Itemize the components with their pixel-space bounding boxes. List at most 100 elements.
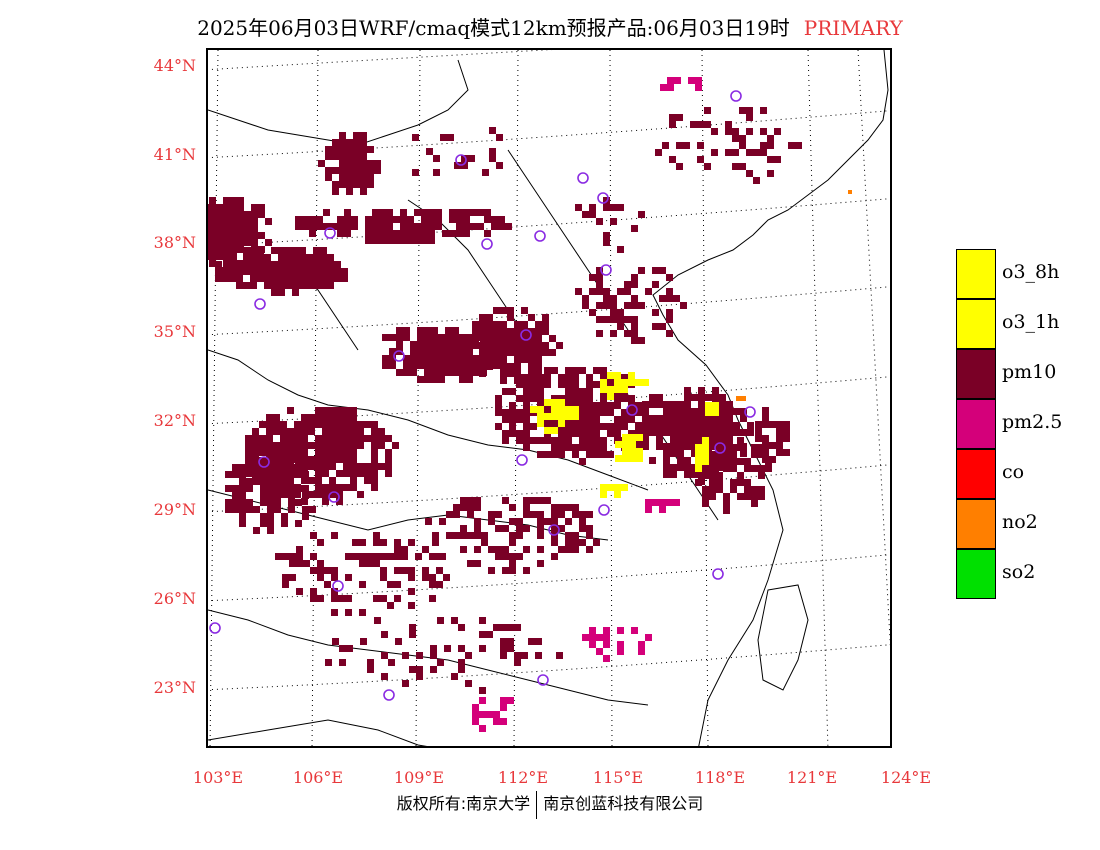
pollution-cell	[315, 435, 322, 442]
pollution-cell	[430, 645, 437, 652]
pollution-cell	[493, 342, 500, 349]
pollution-cell	[622, 448, 629, 455]
legend-label: pm10	[1002, 361, 1057, 383]
pollution-cell	[402, 652, 409, 659]
pollution-cell	[762, 449, 769, 456]
pollution-cell	[677, 408, 684, 415]
pollution-cell	[579, 518, 586, 525]
pollution-cell	[287, 442, 294, 449]
pollution-cell	[230, 197, 237, 204]
pollution-cell	[737, 472, 744, 479]
pollution-cell	[523, 567, 530, 574]
pollution-cell	[460, 532, 467, 539]
pollution-cell	[332, 181, 339, 188]
pollution-cell	[313, 275, 320, 282]
pollution-cell	[500, 704, 507, 711]
pollution-cell	[730, 444, 737, 451]
pollution-cell	[523, 511, 530, 518]
pollution-cell	[603, 288, 610, 295]
pollution-cell	[414, 237, 421, 244]
pollution-cell	[407, 216, 414, 223]
pollution-cell	[751, 493, 758, 500]
pollution-cell	[615, 441, 622, 448]
pollution-cell	[280, 421, 287, 428]
pollution-cell	[631, 627, 638, 634]
pollution-cell	[443, 574, 450, 581]
pollution-cell	[460, 497, 467, 504]
pollution-cell	[322, 421, 329, 428]
pollution-cell	[684, 429, 691, 436]
pollution-cell	[209, 197, 216, 204]
pollution-cell	[493, 718, 500, 725]
pollution-cell	[697, 142, 704, 149]
pollution-cell	[502, 525, 509, 532]
pollution-cell	[642, 443, 649, 450]
pollution-cell	[558, 381, 565, 388]
pollution-cell	[343, 407, 350, 414]
pollution-cell	[535, 638, 542, 645]
pollution-cell	[408, 567, 415, 574]
pollution-cell	[579, 367, 586, 374]
pollution-cell	[308, 414, 315, 421]
pollution-cell	[603, 627, 610, 634]
pollution-cell	[493, 328, 500, 335]
pollution-cell	[463, 230, 470, 237]
pollution-cell	[359, 609, 366, 616]
pollution-cell	[702, 493, 709, 500]
pollution-cell	[617, 641, 624, 648]
pollution-cell	[593, 409, 600, 416]
pollution-cell	[446, 532, 453, 539]
pollution-cell	[500, 718, 507, 725]
pollution-cell	[372, 223, 379, 230]
pollution-cell	[278, 268, 285, 275]
pollution-cell	[365, 216, 372, 223]
pollution-cell	[266, 442, 273, 449]
pollution-cell	[737, 444, 744, 451]
pollution-cell	[236, 282, 243, 289]
pollution-cell	[486, 328, 493, 335]
pollution-cell	[614, 430, 621, 437]
pollution-cell	[656, 429, 663, 436]
pollution-cell	[403, 362, 410, 369]
pollution-cell	[723, 465, 730, 472]
pollution-cell	[776, 442, 783, 449]
pollution-cell	[474, 546, 481, 553]
pollution-cell	[401, 567, 408, 574]
pollution-cell	[313, 282, 320, 289]
pollution-cell	[565, 539, 572, 546]
pollution-cell	[705, 409, 712, 416]
pollution-cell	[624, 330, 631, 337]
pollution-cell	[387, 553, 394, 560]
pollution-cell	[289, 574, 296, 581]
pollution-cell	[452, 341, 459, 348]
pollution-cell	[350, 484, 357, 491]
pollution-cell	[486, 349, 493, 356]
pollution-cell	[788, 142, 795, 149]
pollution-cell	[655, 149, 662, 156]
pollution-cell	[702, 458, 709, 465]
pollution-cell	[614, 372, 621, 379]
pollution-cell	[329, 449, 336, 456]
pollution-cell	[474, 532, 481, 539]
pollution-cell	[387, 602, 394, 609]
pollution-cell	[544, 423, 551, 430]
pollution-cell	[607, 386, 614, 393]
pollution-cell	[746, 128, 753, 135]
pollution-cell	[500, 342, 507, 349]
pollution-cell	[260, 499, 267, 506]
pollution-cell	[331, 574, 338, 581]
pollution-cell	[579, 416, 586, 423]
pollution-cell	[296, 546, 303, 553]
pollution-cell	[509, 423, 516, 430]
pollution-cell	[343, 456, 350, 463]
pollution-cell	[345, 553, 352, 560]
pollution-cell	[642, 379, 649, 386]
pollution-cell	[667, 77, 674, 84]
pollution-cell	[466, 362, 473, 369]
pollution-cell	[230, 211, 237, 218]
pollution-cell	[716, 451, 723, 458]
pollution-cell	[343, 428, 350, 435]
pollution-cell	[739, 135, 746, 142]
legend-swatch	[956, 299, 996, 349]
pollution-cell	[579, 444, 586, 451]
